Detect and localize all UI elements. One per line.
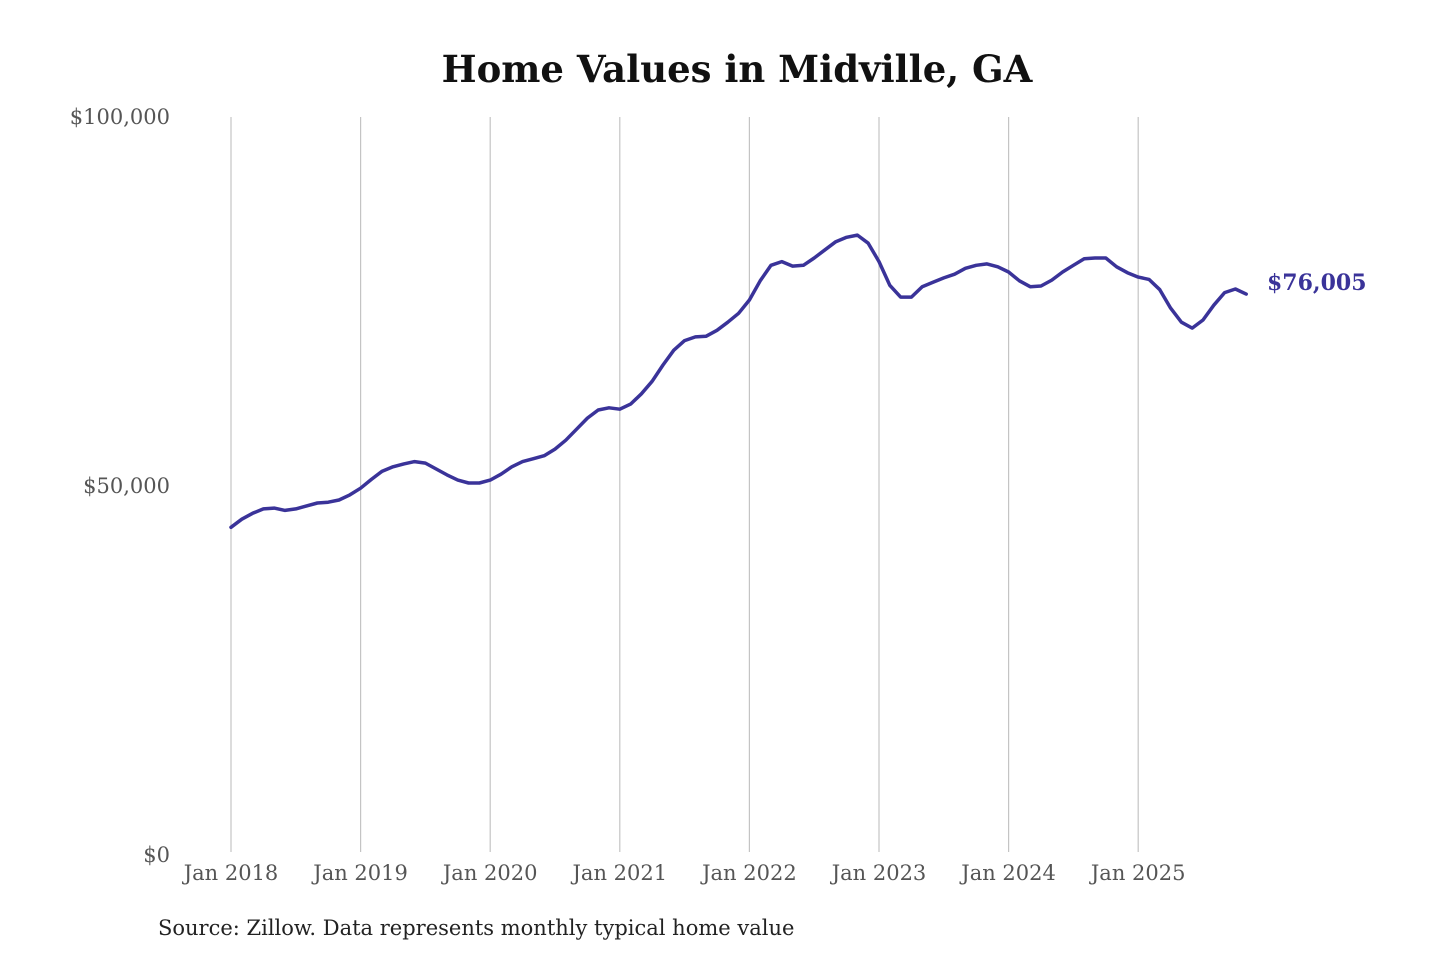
chart-title: Home Values in Midville, GA bbox=[442, 47, 1034, 91]
x-tick-label: Jan 2018 bbox=[182, 861, 279, 885]
x-axis: Jan 2018 Jan 2019 Jan 2020 Jan 2021 Jan 2022… bbox=[182, 861, 1186, 885]
y-tick-label: $0 bbox=[143, 843, 170, 867]
y-axis: $0 $50,000 $100,000 bbox=[70, 105, 170, 867]
x-tick-label: Jan 2022 bbox=[700, 861, 797, 885]
x-tick-label: Jan 2024 bbox=[959, 861, 1056, 885]
x-tick-label: Jan 2023 bbox=[830, 861, 927, 885]
gridlines bbox=[230, 117, 1139, 852]
x-tick-label: Jan 2020 bbox=[441, 861, 538, 885]
x-tick-label: Jan 2019 bbox=[311, 861, 408, 885]
x-tick-label: Jan 2021 bbox=[571, 861, 668, 885]
end-value-label: $76,005 bbox=[1267, 270, 1367, 296]
y-tick-label: $100,000 bbox=[70, 105, 170, 129]
series-line bbox=[229, 233, 1248, 530]
series-group bbox=[229, 233, 1248, 530]
y-tick-label: $50,000 bbox=[83, 474, 170, 498]
source-note: Source: Zillow. Data represents monthly … bbox=[158, 916, 795, 940]
x-tick-label: Jan 2025 bbox=[1089, 861, 1186, 885]
